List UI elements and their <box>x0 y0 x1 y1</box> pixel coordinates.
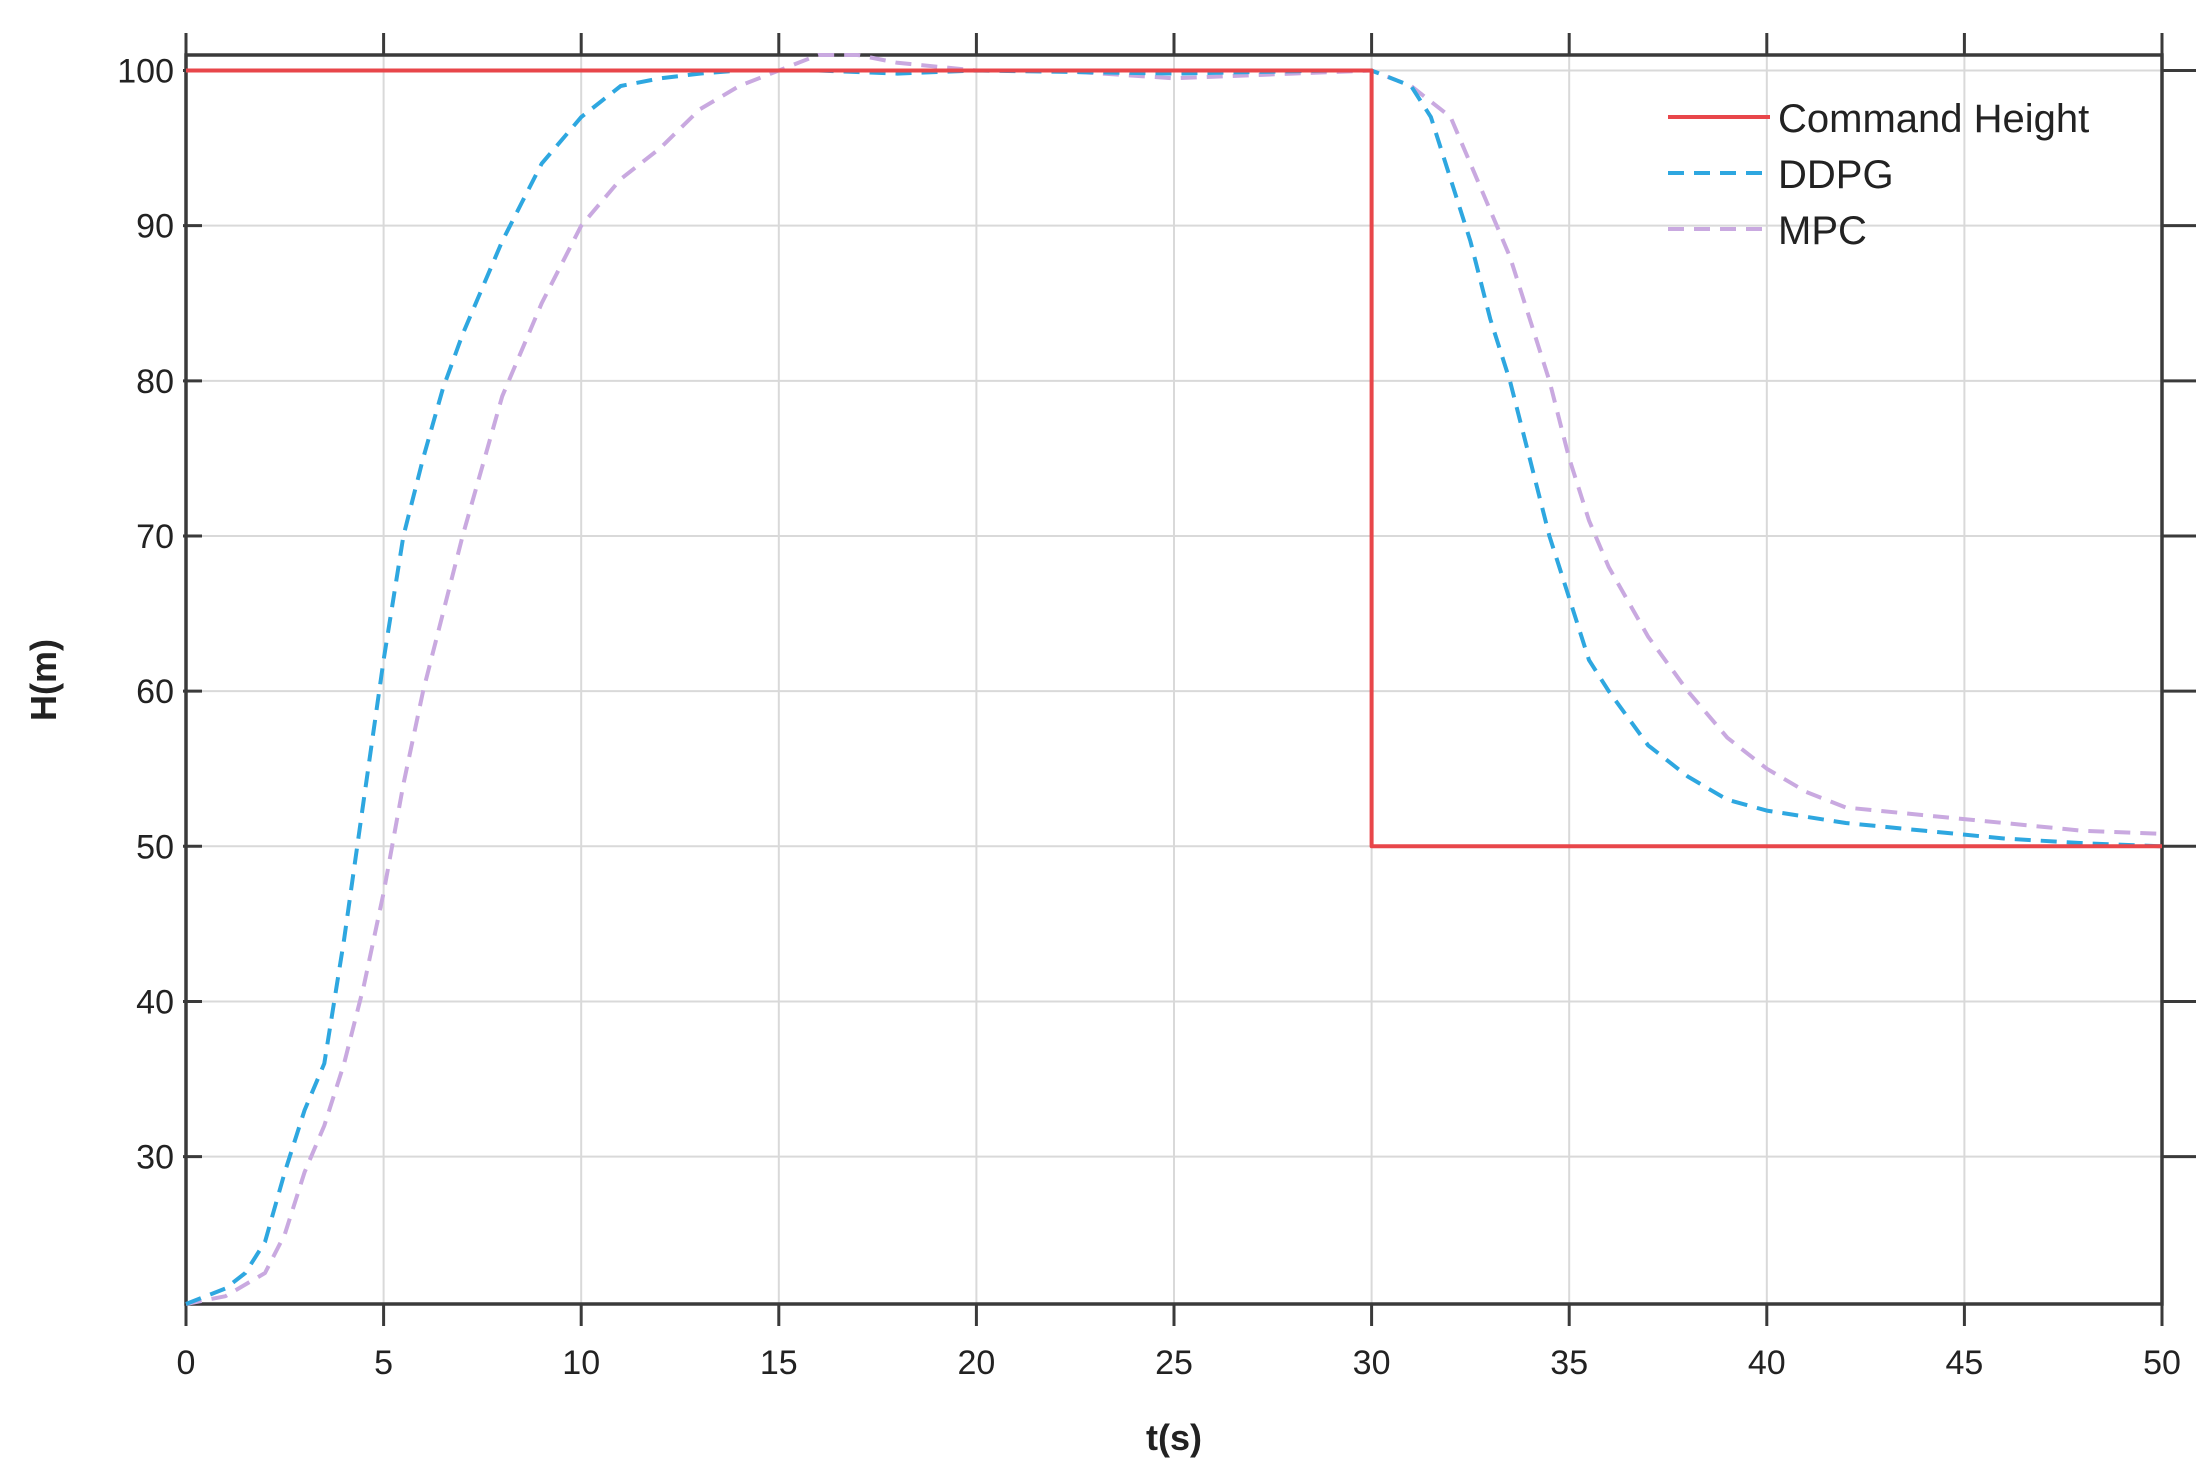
x-tick-label: 10 <box>562 1344 600 1382</box>
data-series <box>185 53 2163 1306</box>
x-tick-label: 20 <box>957 1344 995 1382</box>
x-tick-label: 40 <box>1748 1344 1786 1382</box>
legend-label-mpc: MPC <box>1778 209 1867 253</box>
y-tick-label: 80 <box>136 363 174 401</box>
axis-ticks <box>183 33 2196 1326</box>
legend-label-ddpg: DDPG <box>1778 153 1894 197</box>
legend-label-command-height: Command Height <box>1778 97 2089 141</box>
series-line-command-height <box>186 68 2162 849</box>
y-tick-label: 60 <box>136 673 174 711</box>
series-line-mpc <box>185 53 2163 1306</box>
x-tick-label: 15 <box>760 1344 798 1382</box>
y-tick-label: 30 <box>136 1139 174 1177</box>
x-tick-label: 45 <box>1945 1344 1983 1382</box>
tick-labels: 0 5 10 15 20 25 30 35 40 45 50 30 40 50 60 70 80 90 100 <box>117 53 2181 1382</box>
y-tick-label: 70 <box>136 518 174 556</box>
x-tick-label: 25 <box>1155 1344 1193 1382</box>
x-tick-label: 0 <box>177 1344 196 1382</box>
x-tick-label: 35 <box>1550 1344 1588 1382</box>
y-tick-label: 50 <box>136 828 174 866</box>
x-tick-label: 30 <box>1353 1344 1391 1382</box>
y-tick-label: 100 <box>117 53 174 91</box>
x-axis-label: t(s) <box>1146 1417 1202 1458</box>
y-tick-label: 40 <box>136 983 174 1021</box>
y-axis-label: H(m) <box>23 639 64 721</box>
legend: Command Height DDPG MPC <box>1668 97 2089 253</box>
x-tick-label: 50 <box>2143 1344 2181 1382</box>
plot-area-frame <box>184 53 2164 1306</box>
y-tick-label: 90 <box>136 208 174 246</box>
x-tick-label: 5 <box>374 1344 393 1382</box>
